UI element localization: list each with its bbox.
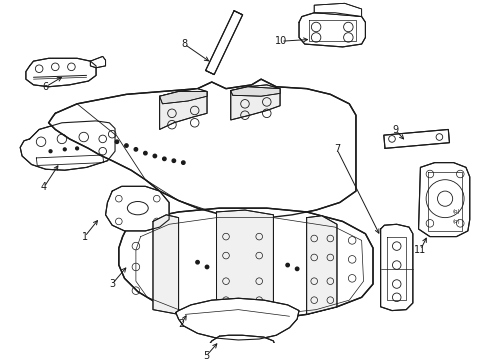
Circle shape: [172, 159, 175, 162]
Circle shape: [295, 267, 298, 271]
Text: (o): (o): [452, 210, 459, 215]
Text: (o): (o): [452, 219, 459, 224]
Circle shape: [134, 148, 137, 151]
Polygon shape: [230, 87, 280, 96]
Text: 11: 11: [413, 245, 426, 255]
Text: 3: 3: [109, 279, 115, 289]
Polygon shape: [205, 11, 242, 75]
Polygon shape: [206, 335, 276, 359]
Polygon shape: [105, 186, 169, 231]
Polygon shape: [230, 85, 280, 120]
Polygon shape: [314, 3, 361, 17]
Polygon shape: [306, 216, 336, 314]
Circle shape: [63, 148, 66, 151]
Text: 4: 4: [41, 182, 47, 192]
Text: 8: 8: [181, 39, 187, 49]
Text: 6: 6: [42, 82, 49, 92]
Polygon shape: [159, 89, 206, 130]
Polygon shape: [159, 91, 206, 104]
Circle shape: [163, 157, 166, 161]
Text: 2: 2: [178, 319, 184, 329]
Polygon shape: [48, 79, 355, 218]
Polygon shape: [383, 130, 448, 148]
Circle shape: [153, 154, 156, 158]
Circle shape: [181, 161, 184, 164]
Polygon shape: [418, 163, 469, 237]
Circle shape: [285, 264, 289, 267]
Polygon shape: [20, 121, 115, 170]
Circle shape: [195, 261, 199, 264]
Text: 5: 5: [203, 351, 209, 360]
Text: 9: 9: [392, 125, 398, 135]
Circle shape: [115, 140, 119, 144]
Circle shape: [76, 147, 79, 150]
Circle shape: [49, 150, 52, 153]
Polygon shape: [380, 224, 412, 311]
Circle shape: [143, 152, 147, 155]
Text: 1: 1: [81, 231, 87, 242]
Text: 7: 7: [333, 144, 339, 154]
Polygon shape: [119, 208, 372, 320]
Circle shape: [205, 265, 208, 269]
Polygon shape: [216, 210, 273, 319]
Text: 10: 10: [274, 36, 286, 46]
Circle shape: [124, 144, 128, 147]
Polygon shape: [90, 57, 105, 68]
Polygon shape: [175, 298, 299, 340]
Polygon shape: [153, 215, 178, 314]
Polygon shape: [299, 13, 365, 47]
Polygon shape: [26, 58, 96, 87]
